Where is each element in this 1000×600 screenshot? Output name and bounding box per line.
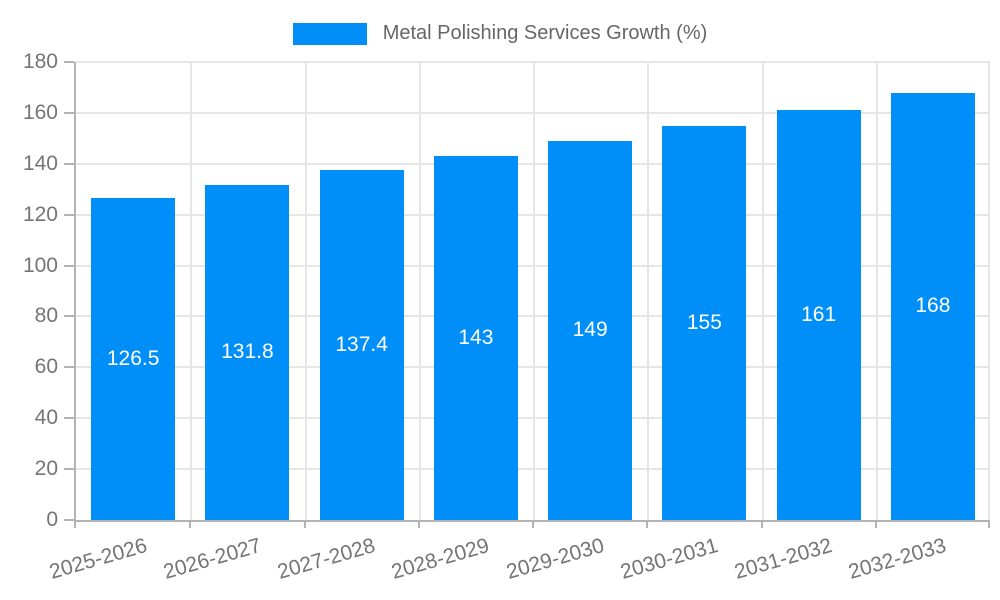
x-tick-label: 2027-2028 xyxy=(275,534,378,584)
x-axis-tick xyxy=(74,520,76,528)
x-gridline xyxy=(304,62,307,520)
x-axis-tick xyxy=(646,520,649,528)
bar-value-label: 161 xyxy=(801,303,837,327)
y-axis-tick xyxy=(64,417,74,420)
legend[interactable]: Metal Polishing Services Growth (%) xyxy=(0,22,1000,45)
y-axis-tick xyxy=(64,111,74,114)
x-gridline xyxy=(761,62,764,520)
x-gridline xyxy=(647,62,650,520)
y-tick-label: 120 xyxy=(22,202,58,226)
y-axis-tick xyxy=(64,519,74,521)
y-tick-label: 180 xyxy=(22,50,58,73)
bar[interactable]: 168 xyxy=(890,92,975,520)
x-axis-tick xyxy=(988,520,990,528)
x-gridline xyxy=(190,62,193,520)
x-gridline xyxy=(875,62,878,520)
bar[interactable]: 149 xyxy=(548,140,633,520)
bar-value-label: 137.4 xyxy=(335,333,388,357)
x-tick-label: 2032-2033 xyxy=(846,534,950,584)
bar[interactable]: 126.5 xyxy=(91,198,176,520)
bar-value-label: 126.5 xyxy=(106,347,160,371)
x-gridline xyxy=(418,62,421,520)
bar-value-label: 143 xyxy=(458,326,494,350)
y-tick-label: 40 xyxy=(34,406,58,430)
bar[interactable]: 131.8 xyxy=(205,184,290,520)
bar[interactable]: 137.4 xyxy=(319,170,404,520)
y-axis-tick xyxy=(64,366,74,369)
legend-label: Metal Polishing Services Growth (%) xyxy=(382,22,708,44)
y-tick-label: 140 xyxy=(22,151,58,175)
x-gridline xyxy=(533,62,535,520)
x-axis-tick xyxy=(303,520,306,528)
legend-swatch-icon xyxy=(292,22,367,45)
y-axis-tick xyxy=(64,162,74,165)
x-tick-label: 2025-2026 xyxy=(46,534,150,584)
bar[interactable]: 161 xyxy=(776,110,861,520)
bar-value-label: 149 xyxy=(572,318,608,342)
y-tick-label: 20 xyxy=(34,457,58,481)
x-gridline xyxy=(988,62,990,520)
y-tick-label: 160 xyxy=(22,100,58,124)
y-axis-tick xyxy=(64,264,74,267)
x-tick-label: 2031-2032 xyxy=(732,534,835,584)
bar[interactable]: 155 xyxy=(662,125,747,520)
x-tick-label: 2026-2027 xyxy=(160,534,264,584)
x-axis-tick xyxy=(532,520,534,528)
x-tick-label: 2030-2031 xyxy=(617,534,721,584)
y-tick-label: 80 xyxy=(34,304,58,328)
plot-area: 0 20 40 60 80 100 120 140 160 180 126.5 2025-2026 13… xyxy=(23,50,990,584)
y-axis-tick xyxy=(64,61,74,63)
bar-value-label: 155 xyxy=(686,310,722,334)
y-tick-label: 0 xyxy=(46,508,58,531)
x-tick-label: 2029-2030 xyxy=(503,534,607,584)
x-axis-tick xyxy=(760,520,763,528)
bar-value-label: 131.8 xyxy=(221,340,274,364)
y-axis-tick xyxy=(64,468,74,471)
x-axis-tick xyxy=(874,520,877,528)
x-axis-tick xyxy=(189,520,192,528)
y-axis-tick xyxy=(64,213,74,216)
bar-value-label: 168 xyxy=(915,294,951,318)
y-tick-label: 60 xyxy=(34,355,58,379)
y-axis-tick xyxy=(64,315,74,318)
bar[interactable]: 143 xyxy=(433,156,518,520)
x-axis-tick xyxy=(417,520,420,528)
x-tick-label: 2028-2029 xyxy=(389,534,493,584)
y-tick-label: 100 xyxy=(22,253,58,277)
